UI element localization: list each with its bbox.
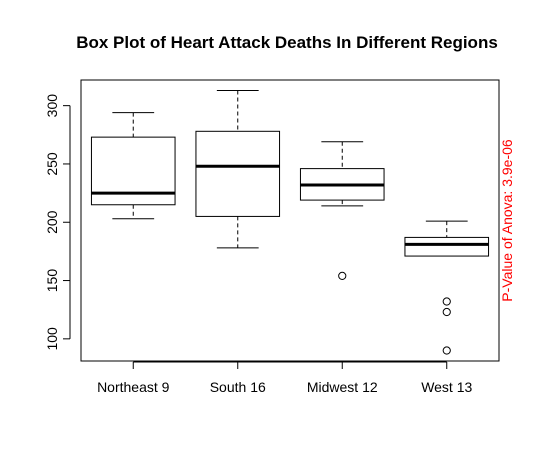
x-axis: Northeast 9 South 16 Midwest 12 West 13 xyxy=(97,361,473,395)
chart-title: Box Plot of Heart Attack Deaths In Diffe… xyxy=(76,33,498,52)
outlier-point xyxy=(442,346,451,355)
box-iqr xyxy=(404,236,490,257)
box-iqr xyxy=(195,130,281,217)
y-tick-label: 100 xyxy=(44,327,60,351)
box-iqr xyxy=(90,136,176,206)
outlier-point xyxy=(442,307,451,317)
outlier-point xyxy=(338,271,347,280)
x-tick-label: Northeast 9 xyxy=(97,379,170,395)
plot-frame xyxy=(80,79,500,362)
y-tick-label: 250 xyxy=(44,152,60,176)
y-axis: 100 150 200 250 300 xyxy=(44,94,71,351)
x-tick-label: Midwest 12 xyxy=(307,379,378,395)
y-tick-label: 200 xyxy=(44,210,60,234)
y-tick-label: 150 xyxy=(44,269,60,293)
x-tick-label: South 16 xyxy=(210,379,266,395)
x-tick-label: West 13 xyxy=(421,379,472,395)
boxes-group xyxy=(90,89,490,355)
y-tick-label: 300 xyxy=(44,94,60,118)
anova-annotation: P-Value of Anova: 3.9e-06 xyxy=(499,139,515,302)
outlier-point xyxy=(442,297,451,306)
